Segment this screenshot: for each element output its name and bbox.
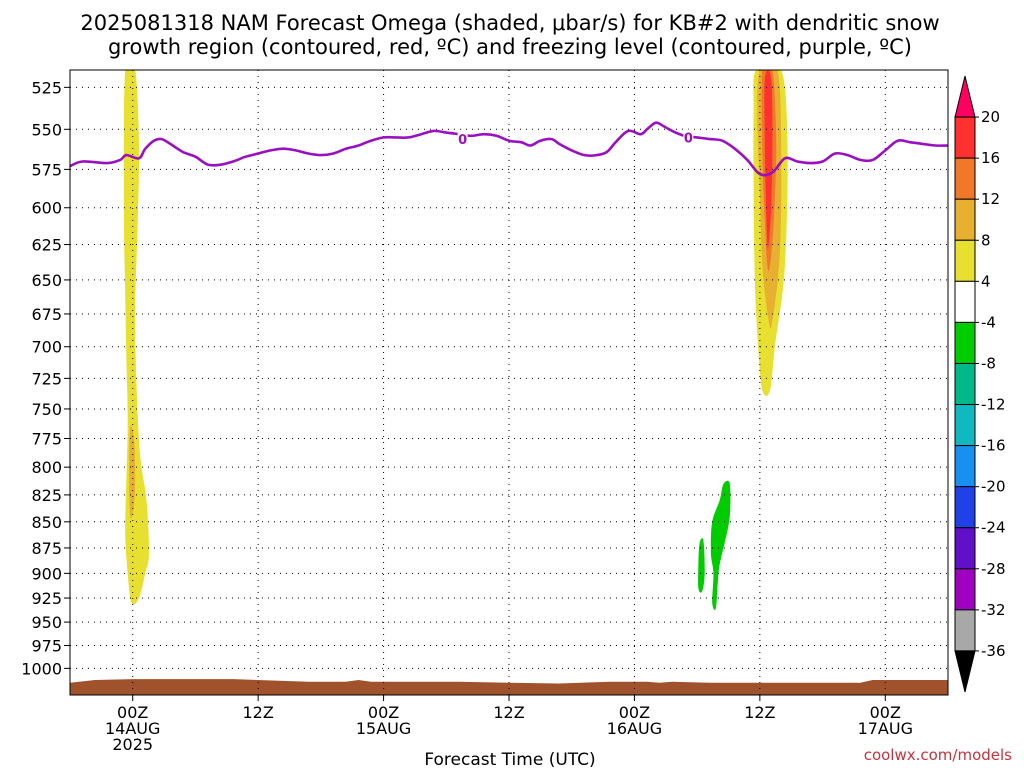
omega-contour-6 bbox=[698, 538, 705, 593]
colorbar-label: 16 bbox=[981, 149, 1000, 167]
freezing-label-bg bbox=[457, 131, 468, 148]
omega-contour-7 bbox=[710, 480, 731, 610]
colorbar-label: -32 bbox=[981, 601, 1006, 619]
colorbar-label: 20 bbox=[981, 108, 1000, 126]
colorbar-box bbox=[954, 568, 976, 611]
y-axis: 525 550 575 600 625 650 675 700 725 750 775 800 825 8… bbox=[21, 78, 70, 678]
colorbar-label: -36 bbox=[981, 642, 1006, 660]
colorbar-box bbox=[954, 321, 976, 364]
y-tick-label: 550 bbox=[31, 120, 62, 139]
x-tick-label: 15AUG bbox=[356, 719, 411, 738]
colorbar-bottom-triangle bbox=[954, 650, 976, 693]
colorbar-box bbox=[954, 116, 976, 159]
y-tick-label: 825 bbox=[31, 486, 62, 505]
x-tick-label: 12Z bbox=[493, 703, 524, 722]
x-axis-label: Forecast Time (UTC) bbox=[424, 750, 595, 768]
y-tick-label: 650 bbox=[31, 271, 62, 290]
y-tick-label: 950 bbox=[31, 613, 62, 632]
colorbar-label: -24 bbox=[981, 519, 1006, 537]
x-tick-label: 14AUG bbox=[105, 719, 160, 738]
freezing-label-bg bbox=[683, 129, 694, 146]
colorbar-box bbox=[954, 198, 976, 241]
colorbar-box bbox=[954, 445, 976, 488]
colorbar-box bbox=[954, 404, 976, 447]
x-tick-label: 00Z bbox=[368, 703, 399, 722]
y-tick-label: 700 bbox=[31, 338, 62, 357]
freezing-level-label: 0 bbox=[684, 131, 693, 146]
terrain-layer bbox=[70, 679, 948, 695]
y-tick-label: 875 bbox=[31, 539, 62, 558]
y-tick-label: 1000 bbox=[21, 659, 62, 678]
colorbar-box bbox=[954, 527, 976, 570]
y-tick-label: 525 bbox=[31, 78, 62, 97]
colorbar-label: 4 bbox=[981, 272, 991, 290]
y-tick-label: 850 bbox=[31, 513, 62, 532]
colorbar-top-triangle bbox=[954, 75, 976, 118]
colorbar-label: -4 bbox=[981, 313, 996, 331]
y-tick-label: 800 bbox=[31, 458, 62, 477]
y-tick-label: 725 bbox=[31, 369, 62, 388]
colorbar-label: -20 bbox=[981, 478, 1006, 496]
colorbar-label: -8 bbox=[981, 354, 996, 372]
colorbar-label: 12 bbox=[981, 190, 1000, 208]
y-tick-label: 600 bbox=[31, 199, 62, 218]
colorbar: 20 16 12 8 4 -4 -8 -12 -16 -20 -24 -28 -32 -36 bbox=[954, 75, 1006, 693]
chart-title-line-1: 2025081318 NAM Forecast Omega (shaded, μ… bbox=[80, 11, 939, 35]
y-tick-label: 675 bbox=[31, 305, 62, 324]
chart-title-line-2: growth region (contoured, red, ºC) and f… bbox=[108, 35, 912, 59]
x-tick-label: 12Z bbox=[242, 703, 273, 722]
colorbar-label: -28 bbox=[981, 560, 1006, 578]
y-tick-label: 750 bbox=[31, 400, 62, 419]
y-tick-label: 975 bbox=[31, 637, 62, 656]
x-tick-label: 12Z bbox=[744, 703, 775, 722]
y-tick-label: 925 bbox=[31, 589, 62, 608]
colorbar-box bbox=[954, 486, 976, 529]
terrain-fill bbox=[70, 679, 948, 695]
colorbar-box bbox=[954, 280, 976, 323]
freezing-level-line bbox=[70, 121, 948, 177]
colorbar-label: 8 bbox=[981, 231, 991, 249]
colorbar-label: -16 bbox=[981, 437, 1006, 455]
x-tick-label: 00Z bbox=[870, 703, 901, 722]
freezing-level-label: 0 bbox=[458, 133, 467, 148]
colorbar-box bbox=[954, 239, 976, 282]
y-tick-label: 900 bbox=[31, 564, 62, 583]
x-tick-label: 00Z bbox=[117, 703, 148, 722]
colorbar-box bbox=[954, 157, 976, 200]
grid-layer bbox=[70, 70, 948, 695]
omega-shading-layer bbox=[123, 70, 788, 610]
y-tick-label: 775 bbox=[31, 430, 62, 449]
x-tick-label: 16AUG bbox=[607, 719, 662, 738]
colorbar-label: -12 bbox=[981, 396, 1006, 414]
credit-text: coolwx.com/models bbox=[864, 746, 1012, 764]
x-tick-label: 00Z bbox=[619, 703, 650, 722]
y-tick-label: 625 bbox=[31, 236, 62, 255]
colorbar-box bbox=[954, 609, 976, 652]
x-tick-label: 17AUG bbox=[858, 719, 913, 738]
x-tick-label: 2025 bbox=[112, 735, 153, 754]
y-tick-label: 575 bbox=[31, 160, 62, 179]
omega-contour-5 bbox=[764, 70, 773, 250]
omega-contour-0 bbox=[123, 70, 150, 605]
colorbar-box bbox=[954, 362, 976, 406]
